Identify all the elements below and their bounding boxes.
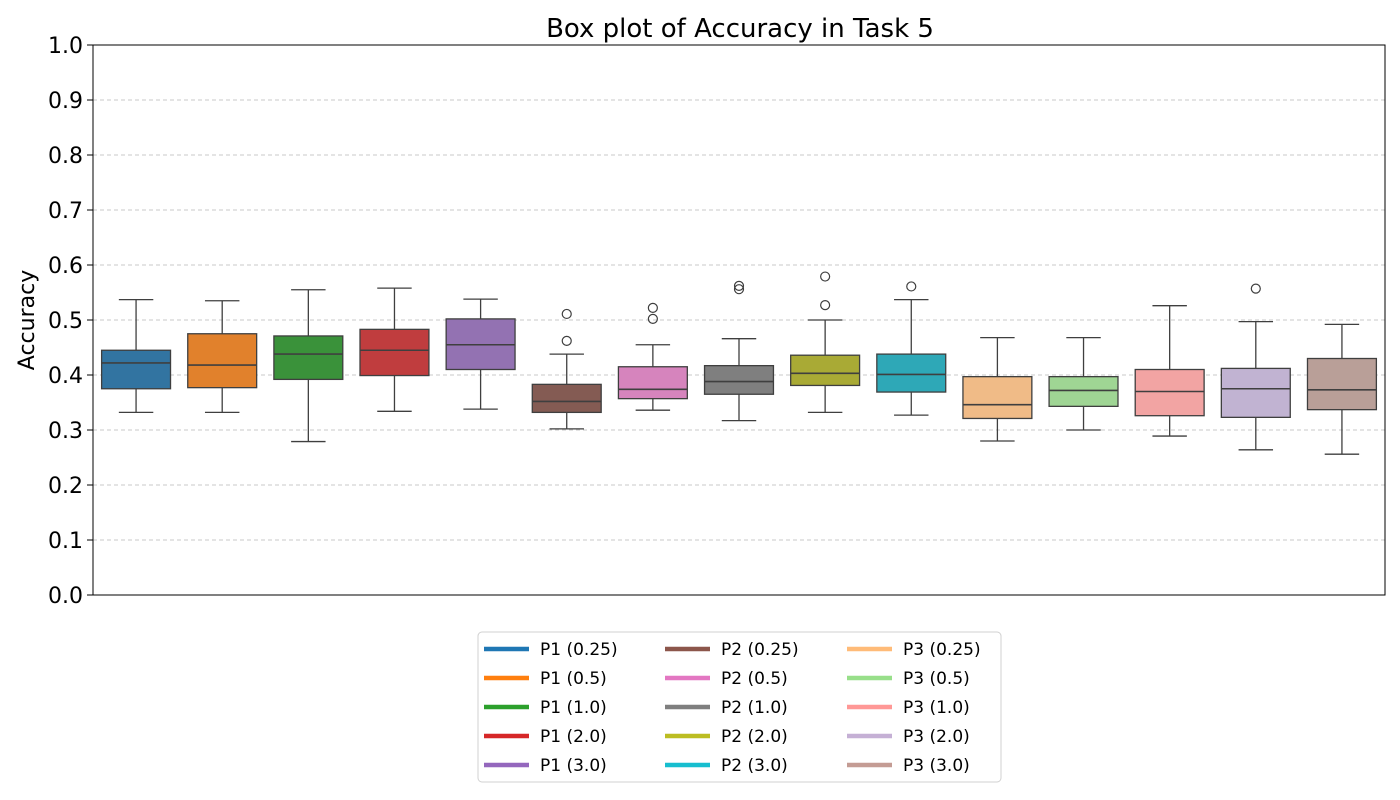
legend-label: P2 (0.5) <box>721 669 788 689</box>
box-11 <box>962 336 1033 442</box>
legend-entry-14: P3 (2.0) <box>847 727 970 747</box>
legend-entry-13: P3 (1.0) <box>847 698 970 718</box>
box-7 <box>617 302 688 411</box>
outlier-point <box>820 300 831 311</box>
box-1 <box>100 298 172 414</box>
legend-entry-7: P2 (0.5) <box>665 669 788 689</box>
legend-entry-5: P1 (3.0) <box>484 756 607 776</box>
y-tick-label: 0.9 <box>48 89 83 114</box>
legend-entry-15: P3 (3.0) <box>847 756 970 776</box>
iqr-box <box>1220 367 1291 418</box>
iqr-box <box>359 328 430 377</box>
outlier-point <box>733 284 745 295</box>
legend-label: P1 (0.25) <box>540 640 618 660</box>
iqr-box <box>1048 375 1119 407</box>
legend-label: P2 (1.0) <box>721 698 788 718</box>
box-5 <box>445 298 516 410</box>
iqr-box <box>531 383 602 414</box>
box-12 <box>1048 336 1119 431</box>
legend-label: P3 (1.0) <box>903 698 970 718</box>
iqr-box <box>876 353 947 393</box>
y-tick-label: 0.0 <box>48 584 83 609</box>
box-13 <box>1134 305 1205 437</box>
iqr-box <box>273 335 344 381</box>
outlier-point <box>561 335 572 346</box>
y-tick-label: 0.2 <box>48 474 83 499</box>
box-14 <box>1220 283 1291 451</box>
outlier-point <box>1250 283 1261 294</box>
legend: P1 (0.25) P1 (0.5) P1 (1.0) P1 (2.0) P1 (3.0… <box>477 631 1002 783</box>
box-2 <box>187 300 258 414</box>
iqr-box <box>617 366 688 400</box>
iqr-box <box>962 375 1033 420</box>
y-tick-label: 1.0 <box>48 34 83 59</box>
y-tick-label: 0.3 <box>48 419 83 444</box>
legend-label: P3 (0.25) <box>903 640 981 660</box>
legend-frame <box>477 631 1002 783</box>
iqr-box <box>100 349 172 390</box>
box-15 <box>1306 323 1378 455</box>
legend-label: P1 (1.0) <box>540 698 607 718</box>
legend-label: P2 (0.25) <box>721 640 799 660</box>
box-series <box>100 271 1378 455</box>
legend-entry-4: P1 (2.0) <box>484 727 607 747</box>
legend-label: P1 (3.0) <box>540 756 607 776</box>
box-9 <box>790 271 861 414</box>
legend-label: P2 (2.0) <box>721 727 788 747</box>
box-6 <box>531 308 602 430</box>
y-tick-label: 0.4 <box>48 364 83 389</box>
iqr-box <box>1306 357 1378 411</box>
legend-label: P3 (0.5) <box>903 669 970 689</box>
box-4 <box>359 287 430 412</box>
y-tick-label: 0.5 <box>48 309 83 334</box>
iqr-box <box>1134 368 1205 417</box>
iqr-box <box>790 354 861 387</box>
box-8 <box>703 280 775 422</box>
box-3 <box>273 289 344 443</box>
legend-label: P3 (3.0) <box>903 756 970 776</box>
legend-entry-11: P3 (0.25) <box>847 640 981 660</box>
outlier-point <box>647 313 658 324</box>
legend-entry-12: P3 (0.5) <box>847 669 970 689</box>
legend-label: P3 (2.0) <box>903 727 970 747</box>
iqr-box <box>703 364 775 395</box>
legend-entry-6: P2 (0.25) <box>665 640 799 660</box>
outlier-point <box>906 281 917 292</box>
legend-label: P1 (2.0) <box>540 727 607 747</box>
iqr-box <box>187 333 258 389</box>
y-tick-label: 0.8 <box>48 144 83 169</box>
box-10 <box>876 281 947 416</box>
plot-area-frame <box>92 44 1386 596</box>
y-tick-label: 0.6 <box>48 254 83 279</box>
legend-entry-2: P1 (0.5) <box>484 669 607 689</box>
y-axis-ticks: 0.0 0.1 0.2 0.3 0.4 0.5 0.6 0.7 0.8 0.9 1.0 <box>48 34 93 609</box>
grid-lines <box>93 99 1385 541</box>
y-tick-label: 0.7 <box>48 199 83 224</box>
outlier-point <box>647 302 658 313</box>
chart-title: Box plot of Accuracy in Task 5 <box>546 14 934 44</box>
legend-entry-1: P1 (0.25) <box>484 640 618 660</box>
y-tick-label: 0.1 <box>48 529 83 554</box>
outlier-point <box>561 308 572 320</box>
legend-entry-3: P1 (1.0) <box>484 698 607 718</box>
outlier-point <box>820 271 831 282</box>
legend-entry-10: P2 (3.0) <box>665 756 788 776</box>
y-axis-title: Accuracy <box>15 270 40 370</box>
legend-label: P1 (0.5) <box>540 669 607 689</box>
legend-entry-9: P2 (2.0) <box>665 727 788 747</box>
outlier-point <box>733 280 745 291</box>
legend-entry-8: P2 (1.0) <box>665 698 788 718</box>
legend-label: P2 (3.0) <box>721 756 788 776</box>
